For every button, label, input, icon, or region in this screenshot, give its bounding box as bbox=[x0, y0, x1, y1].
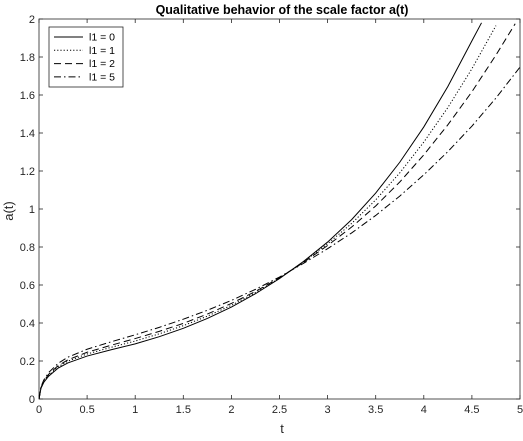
x-tick-label: 0 bbox=[36, 404, 42, 416]
x-tick-label: 1 bbox=[132, 404, 138, 416]
x-tick-label: 2 bbox=[228, 404, 234, 416]
series-line-2 bbox=[39, 23, 516, 399]
y-tick-label: 2 bbox=[29, 14, 35, 26]
legend-label: l1 = 5 bbox=[89, 71, 115, 83]
y-tick-label: 1 bbox=[29, 204, 35, 216]
x-tick-label: 4 bbox=[421, 404, 427, 416]
x-tick-label: 5 bbox=[517, 404, 523, 416]
y-axis-title: a(t) bbox=[1, 201, 16, 221]
x-tick-label: 3.5 bbox=[368, 404, 383, 416]
x-tick-label: 3 bbox=[325, 404, 331, 416]
x-tick-label: 2.5 bbox=[272, 404, 287, 416]
series-line-1 bbox=[39, 25, 497, 399]
plot-series bbox=[39, 22, 520, 399]
legend-label: l1 = 1 bbox=[89, 45, 115, 57]
legend: l1 = 0l1 = 1l1 = 2l1 = 5 bbox=[48, 26, 124, 88]
y-tick-label: 0.6 bbox=[20, 280, 35, 292]
y-tick-label: 0 bbox=[29, 394, 35, 406]
y-tick-label: 0.8 bbox=[20, 242, 35, 254]
series-line-3 bbox=[39, 66, 520, 399]
x-axis-title: t bbox=[280, 421, 284, 436]
y-tick-label: 0.4 bbox=[20, 318, 35, 330]
y-tick-label: 1.2 bbox=[20, 166, 35, 178]
y-tick-label: 1.4 bbox=[20, 128, 35, 140]
plot-axes: 0 0.5 1 1.5 2 2.5 3 3.5 4 4.5 5 0 0.2 0.4 0.6 0.8 1 1.2 1.… bbox=[20, 14, 523, 416]
x-tick-label: 1.5 bbox=[176, 404, 191, 416]
x-tick-label: 0.5 bbox=[79, 404, 94, 416]
x-tick-label: 4.5 bbox=[464, 404, 479, 416]
legend-label: l1 = 2 bbox=[89, 58, 115, 70]
y-tick-label: 1.8 bbox=[20, 52, 35, 64]
series-line-0 bbox=[39, 22, 482, 399]
y-tick-label: 1.6 bbox=[20, 90, 35, 102]
chart-title: Qualitative behavior of the scale factor… bbox=[156, 3, 409, 17]
legend-label: l1 = 0 bbox=[89, 32, 115, 44]
y-tick-label: 0.2 bbox=[20, 356, 35, 368]
